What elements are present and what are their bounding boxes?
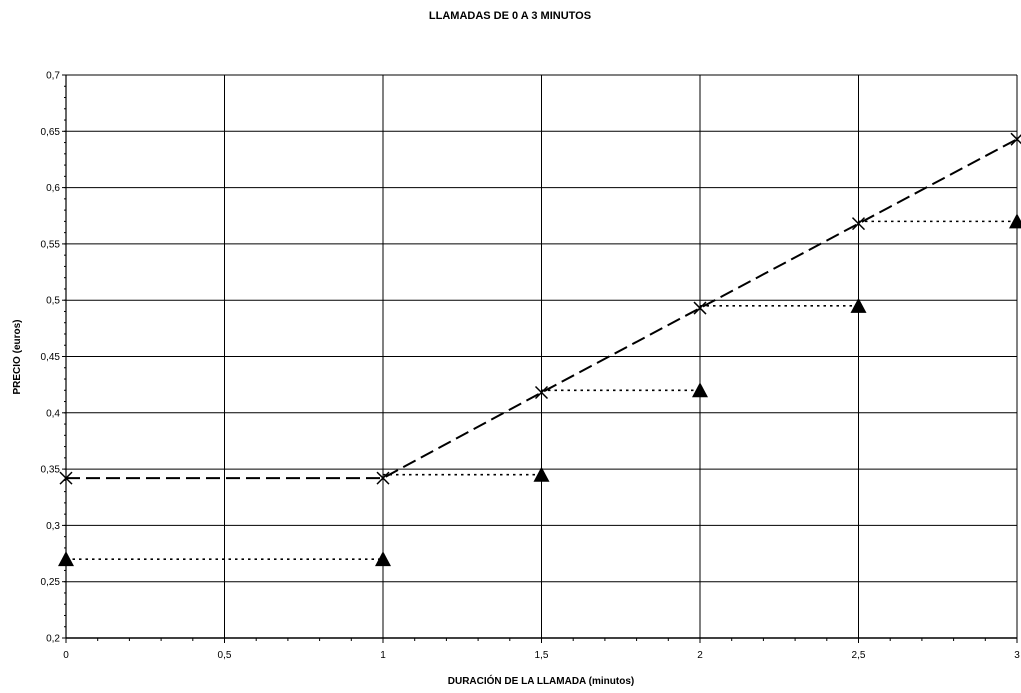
series-2-triangle-point (692, 382, 708, 398)
chart-title: LLAMADAS DE 0 A 3 MINUTOS (429, 10, 591, 22)
series-1-line (66, 138, 1018, 480)
x-marker-stroke (376, 471, 390, 485)
y-tick-label: 0,25 (41, 577, 61, 588)
x-tick-label: 1,5 (535, 650, 549, 661)
y-tick-label: 0,35 (41, 465, 61, 476)
tick-labels: 0,2 0,25 0,3 0,35 0,4 0,45 0,5 0,55 0,6 0,65 0,7 0 0… (41, 71, 1021, 662)
y-tick-label: 0,4 (46, 408, 60, 419)
x-marker-stroke (1010, 134, 1021, 146)
series-1-x-point (1010, 132, 1021, 146)
x-tick-label: 0,5 (218, 650, 232, 661)
series-2-triangle-point (1009, 213, 1021, 229)
grid (65, 74, 1018, 639)
y-tick-label: 0,7 (46, 71, 60, 82)
series-1-x-point (693, 301, 707, 315)
y-tick-label: 0,3 (46, 521, 60, 532)
x-tick-label: 3 (1014, 650, 1020, 661)
x-tick-label: 0 (63, 650, 69, 661)
series-2-triangle-point (533, 466, 550, 482)
y-tick-label: 0,5 (46, 296, 60, 307)
x-tick-label: 2,5 (852, 650, 866, 661)
axes (62, 74, 1018, 643)
x-marker-stroke (693, 301, 707, 315)
y-axis-title: PRECIO (euros) (12, 319, 23, 394)
y-tick-label: 0,55 (41, 239, 61, 250)
series-layer (58, 132, 1021, 567)
x-tick-label: 2 (697, 650, 703, 661)
y-tick-label: 0,6 (46, 183, 60, 194)
series-2-triangle-point (375, 551, 391, 567)
x-axis-title: DURACIÓN DE LA LLAMADA (minutos) (448, 674, 634, 687)
x-tick-label: 1 (380, 650, 386, 661)
y-tick-label: 0,2 (46, 634, 60, 645)
series-2-triangle-point (850, 297, 867, 313)
x-marker-stroke (851, 217, 866, 231)
series-1-x-point (59, 471, 73, 485)
series-1-x-point (851, 217, 866, 231)
x-marker-stroke (534, 386, 549, 400)
series-2-triangle-point (58, 551, 74, 567)
series-1-x-point (534, 386, 549, 400)
y-tick-label: 0,45 (41, 352, 61, 363)
y-tick-label: 0,65 (41, 127, 61, 138)
x-marker-stroke (59, 471, 73, 485)
series-1-x-point (376, 471, 390, 485)
